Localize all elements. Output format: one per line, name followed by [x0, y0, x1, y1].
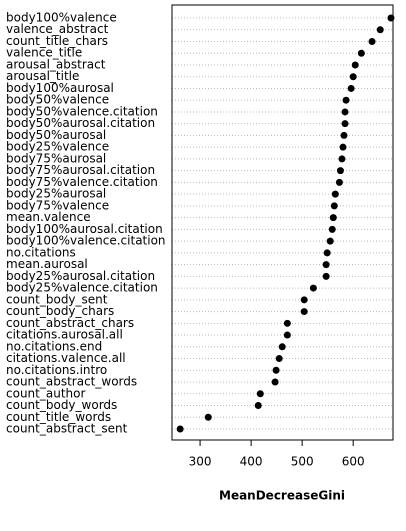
dot — [176, 425, 184, 433]
category-label: arousal_abstract — [6, 57, 106, 71]
category-label: count_body_words — [6, 398, 117, 412]
category-label: count_title_chars — [6, 34, 108, 48]
dot — [204, 413, 212, 421]
category-label: body25%valence.citation — [6, 281, 158, 295]
dot — [331, 190, 339, 198]
dot — [272, 366, 280, 374]
dot — [368, 37, 376, 45]
category-label: body75%aurosal — [6, 151, 106, 165]
x-tick-label: 500 — [291, 455, 314, 469]
dot — [339, 143, 347, 151]
dot — [322, 272, 330, 280]
dot — [349, 73, 357, 81]
dot — [275, 355, 283, 363]
dot — [300, 296, 308, 304]
category-label: citations.aurosal.all — [6, 328, 123, 342]
category-label: body50%aurosal.citation — [6, 116, 155, 130]
category-label: count_abstract_sent — [6, 422, 128, 436]
dot — [338, 155, 346, 163]
dot — [322, 261, 330, 269]
dot — [300, 308, 308, 316]
dot — [283, 331, 291, 339]
category-label: count_abstract_words — [6, 375, 137, 389]
category-label: body100%valence.citation — [6, 234, 166, 248]
dot — [351, 61, 359, 69]
category-label: body50%aurosal — [6, 128, 106, 142]
dot — [278, 343, 286, 351]
dot — [357, 49, 365, 57]
x-tick-label: 400 — [240, 455, 263, 469]
dot — [330, 202, 338, 210]
dot — [376, 26, 384, 34]
category-label: valence_title — [6, 46, 82, 60]
category-label: body100%aurosal — [6, 81, 114, 95]
dot — [256, 390, 264, 398]
category-label: mean.valence — [6, 210, 91, 224]
category-label: arousal_title — [6, 69, 79, 83]
category-label: citations.valence.all — [6, 351, 126, 365]
dot — [335, 178, 343, 186]
category-label: body75%aurosal.citation — [6, 163, 155, 177]
category-label: body50%valence.citation — [6, 104, 158, 118]
dot — [328, 225, 336, 233]
dot — [309, 284, 317, 292]
dot — [323, 249, 331, 257]
category-label: body25%valence — [6, 140, 109, 154]
dot — [329, 214, 337, 222]
category-label: no.citations.intro — [6, 363, 107, 377]
x-axis-label: MeanDecreaseGini — [219, 489, 345, 503]
dot — [336, 167, 344, 175]
dot — [254, 402, 262, 410]
category-label: no.citations.end — [6, 339, 102, 353]
category-label: body100%valence — [6, 11, 117, 25]
dot — [342, 96, 350, 104]
category-label: count_title_words — [6, 410, 111, 424]
dot — [326, 237, 334, 245]
x-tick-label: 300 — [189, 455, 212, 469]
plot-frame — [171, 4, 394, 441]
category-label: count_author — [6, 386, 85, 400]
category-label: mean.aurosal — [6, 257, 88, 271]
category-label: valence_abstract — [6, 22, 109, 36]
category-label: body25%aurosal.citation — [6, 269, 155, 283]
category-label: body75%valence — [6, 198, 109, 212]
dot — [341, 120, 349, 128]
dot — [347, 84, 355, 92]
dot — [340, 131, 348, 139]
dot — [271, 378, 279, 386]
category-label: body100%aurosal.citation — [6, 222, 163, 236]
category-label: body75%valence.citation — [6, 175, 158, 189]
category-label: body50%valence — [6, 93, 109, 107]
dot — [341, 108, 349, 116]
x-tick-label: 600 — [342, 455, 365, 469]
dot — [283, 319, 291, 327]
category-label: count_body_sent — [6, 292, 108, 306]
category-label: body25%aurosal — [6, 187, 106, 201]
category-label: count_abstract_chars — [6, 316, 134, 330]
category-label: no.citations — [6, 245, 76, 259]
category-label: count_body_chars — [6, 304, 114, 318]
